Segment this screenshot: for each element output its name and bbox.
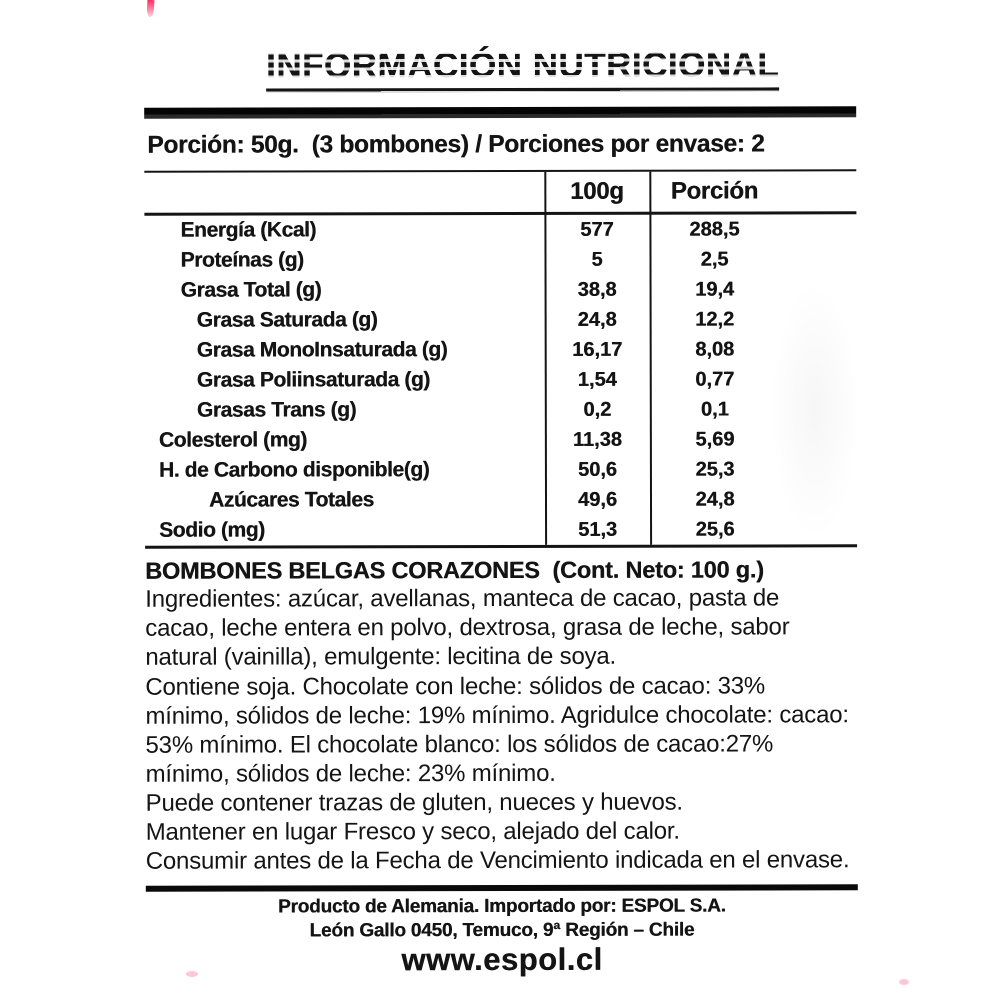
table-row: Proteínas (g) 5 2,5	[144, 244, 856, 275]
nutrient-name: Grasa MonoInsaturada (g)	[196, 338, 448, 362]
value-100g: 11,38	[572, 428, 622, 451]
composition-paragraph: Contiene soja. Chocolate con leche: sóli…	[145, 672, 849, 788]
column-header-100g: 100g	[570, 177, 624, 205]
value-100g: 50,6	[577, 458, 617, 481]
table-row: Azúcares Totales 49,6 24,8	[145, 484, 857, 515]
product-heading: BOMBONES BELGAS CORAZONES (Cont. Neto: 1…	[145, 556, 764, 584]
nutrition-table: 100g Porción Energía (Kcal) 577 288,5 Pr…	[144, 169, 858, 549]
value-portion: 288,5	[689, 217, 740, 241]
value-100g: 1,54	[577, 368, 617, 391]
value-100g: 5	[591, 248, 603, 271]
value-100g: 51,3	[578, 518, 618, 541]
nutrient-name: Grasas Trans (g)	[196, 398, 357, 422]
table-row: Sodio (mg) 51,3 25,6	[145, 514, 857, 545]
table-row: Grasa MonoInsaturada (g) 16,17 8,08	[145, 334, 857, 365]
footer-origin-line: Producto de Alemania. Importado por: ESP…	[277, 895, 726, 918]
table-row: Grasas Trans (g) 0,2 0,1	[145, 394, 857, 425]
value-portion: 12,2	[695, 308, 735, 331]
value-portion: 25,3	[695, 458, 735, 481]
value-100g: 49,6	[578, 488, 617, 511]
table-row: H. de Carbono disponible(g) 50,6 25,3	[145, 454, 857, 485]
value-100g: 24,8	[577, 308, 617, 331]
value-portion: 8,08	[695, 338, 735, 361]
nutrient-name: Energía (Kcal)	[180, 218, 317, 242]
value-portion: 0,1	[700, 398, 729, 421]
nutrient-name: Grasa Total (g)	[180, 278, 322, 302]
value-100g: 16,17	[572, 338, 623, 361]
label-title-banner: INFORMACIÓN NUTRICIONAL	[199, 45, 846, 93]
value-portion: 0,77	[695, 368, 735, 391]
ingredients-paragraph: Ingredientes: azúcar, avellanas, manteca…	[145, 584, 790, 671]
nutrient-name: H. de Carbono disponible(g)	[158, 458, 430, 482]
table-row: Energía (Kcal) 577 288,5	[144, 214, 856, 245]
value-portion: 5,69	[695, 428, 735, 451]
value-100g: 577	[580, 218, 614, 241]
table-row: Grasa Poliinsaturada (g) 1,54 0,77	[145, 364, 857, 395]
footer: Producto de Alemania. Importado por: ESP…	[146, 894, 858, 978]
warning-expiry: Consumir antes de la Fecha de Vencimient…	[145, 846, 850, 875]
nutrient-name: Grasa Poliinsaturada (g)	[196, 368, 430, 392]
nutrient-name: Proteínas (g)	[180, 248, 304, 272]
value-100g: 38,8	[577, 278, 617, 301]
value-portion: 25,6	[695, 518, 735, 541]
header-spacer	[144, 192, 544, 193]
nutrient-name: Azúcares Totales	[208, 488, 374, 512]
nutrient-name: Colesterol (mg)	[158, 428, 307, 452]
footer-website: www.espol.cl	[401, 941, 603, 978]
value-portion: 2,5	[700, 248, 729, 271]
column-header-porcion: Porción	[670, 177, 759, 205]
nutrition-rows: Energía (Kcal) 577 288,5 Proteínas (g) 5…	[144, 214, 857, 545]
page-title: INFORMACIÓN NUTRICIONAL	[265, 45, 780, 93]
nutrition-label: INFORMACIÓN NUTRICIONAL Porción: 50g. (3…	[144, 0, 858, 1001]
scan-mark-bottom-right	[899, 979, 909, 985]
table-row: Colesterol (mg) 11,38 5,69	[145, 424, 857, 455]
nutrient-name: Grasa Saturada (g)	[196, 308, 378, 332]
table-row: Grasa Saturada (g) 24,8 12,2	[145, 304, 857, 335]
footer-address-line: León Gallo 0450, Temuco, 9ª Región – Chi…	[309, 919, 695, 942]
value-100g: 0,2	[583, 398, 612, 421]
value-portion: 19,4	[695, 278, 735, 301]
warnings-block: Puede contener trazas de gluten, nueces …	[146, 787, 858, 875]
divider-thick-bottom	[145, 884, 858, 892]
value-portion: 24,8	[695, 488, 735, 511]
table-header-row: 100g Porción	[144, 171, 857, 216]
serving-size-line: Porción: 50g. (3 bombones) / Porciones p…	[147, 130, 765, 159]
warning-traces: Puede contener trazas de gluten, nueces …	[145, 788, 683, 817]
table-row: Grasa Total (g) 38,8 19,4	[145, 274, 857, 305]
nutrient-name: Sodio (mg)	[159, 518, 265, 542]
warning-storage: Mantener en lugar Fresco y seco, alejado…	[145, 817, 680, 846]
